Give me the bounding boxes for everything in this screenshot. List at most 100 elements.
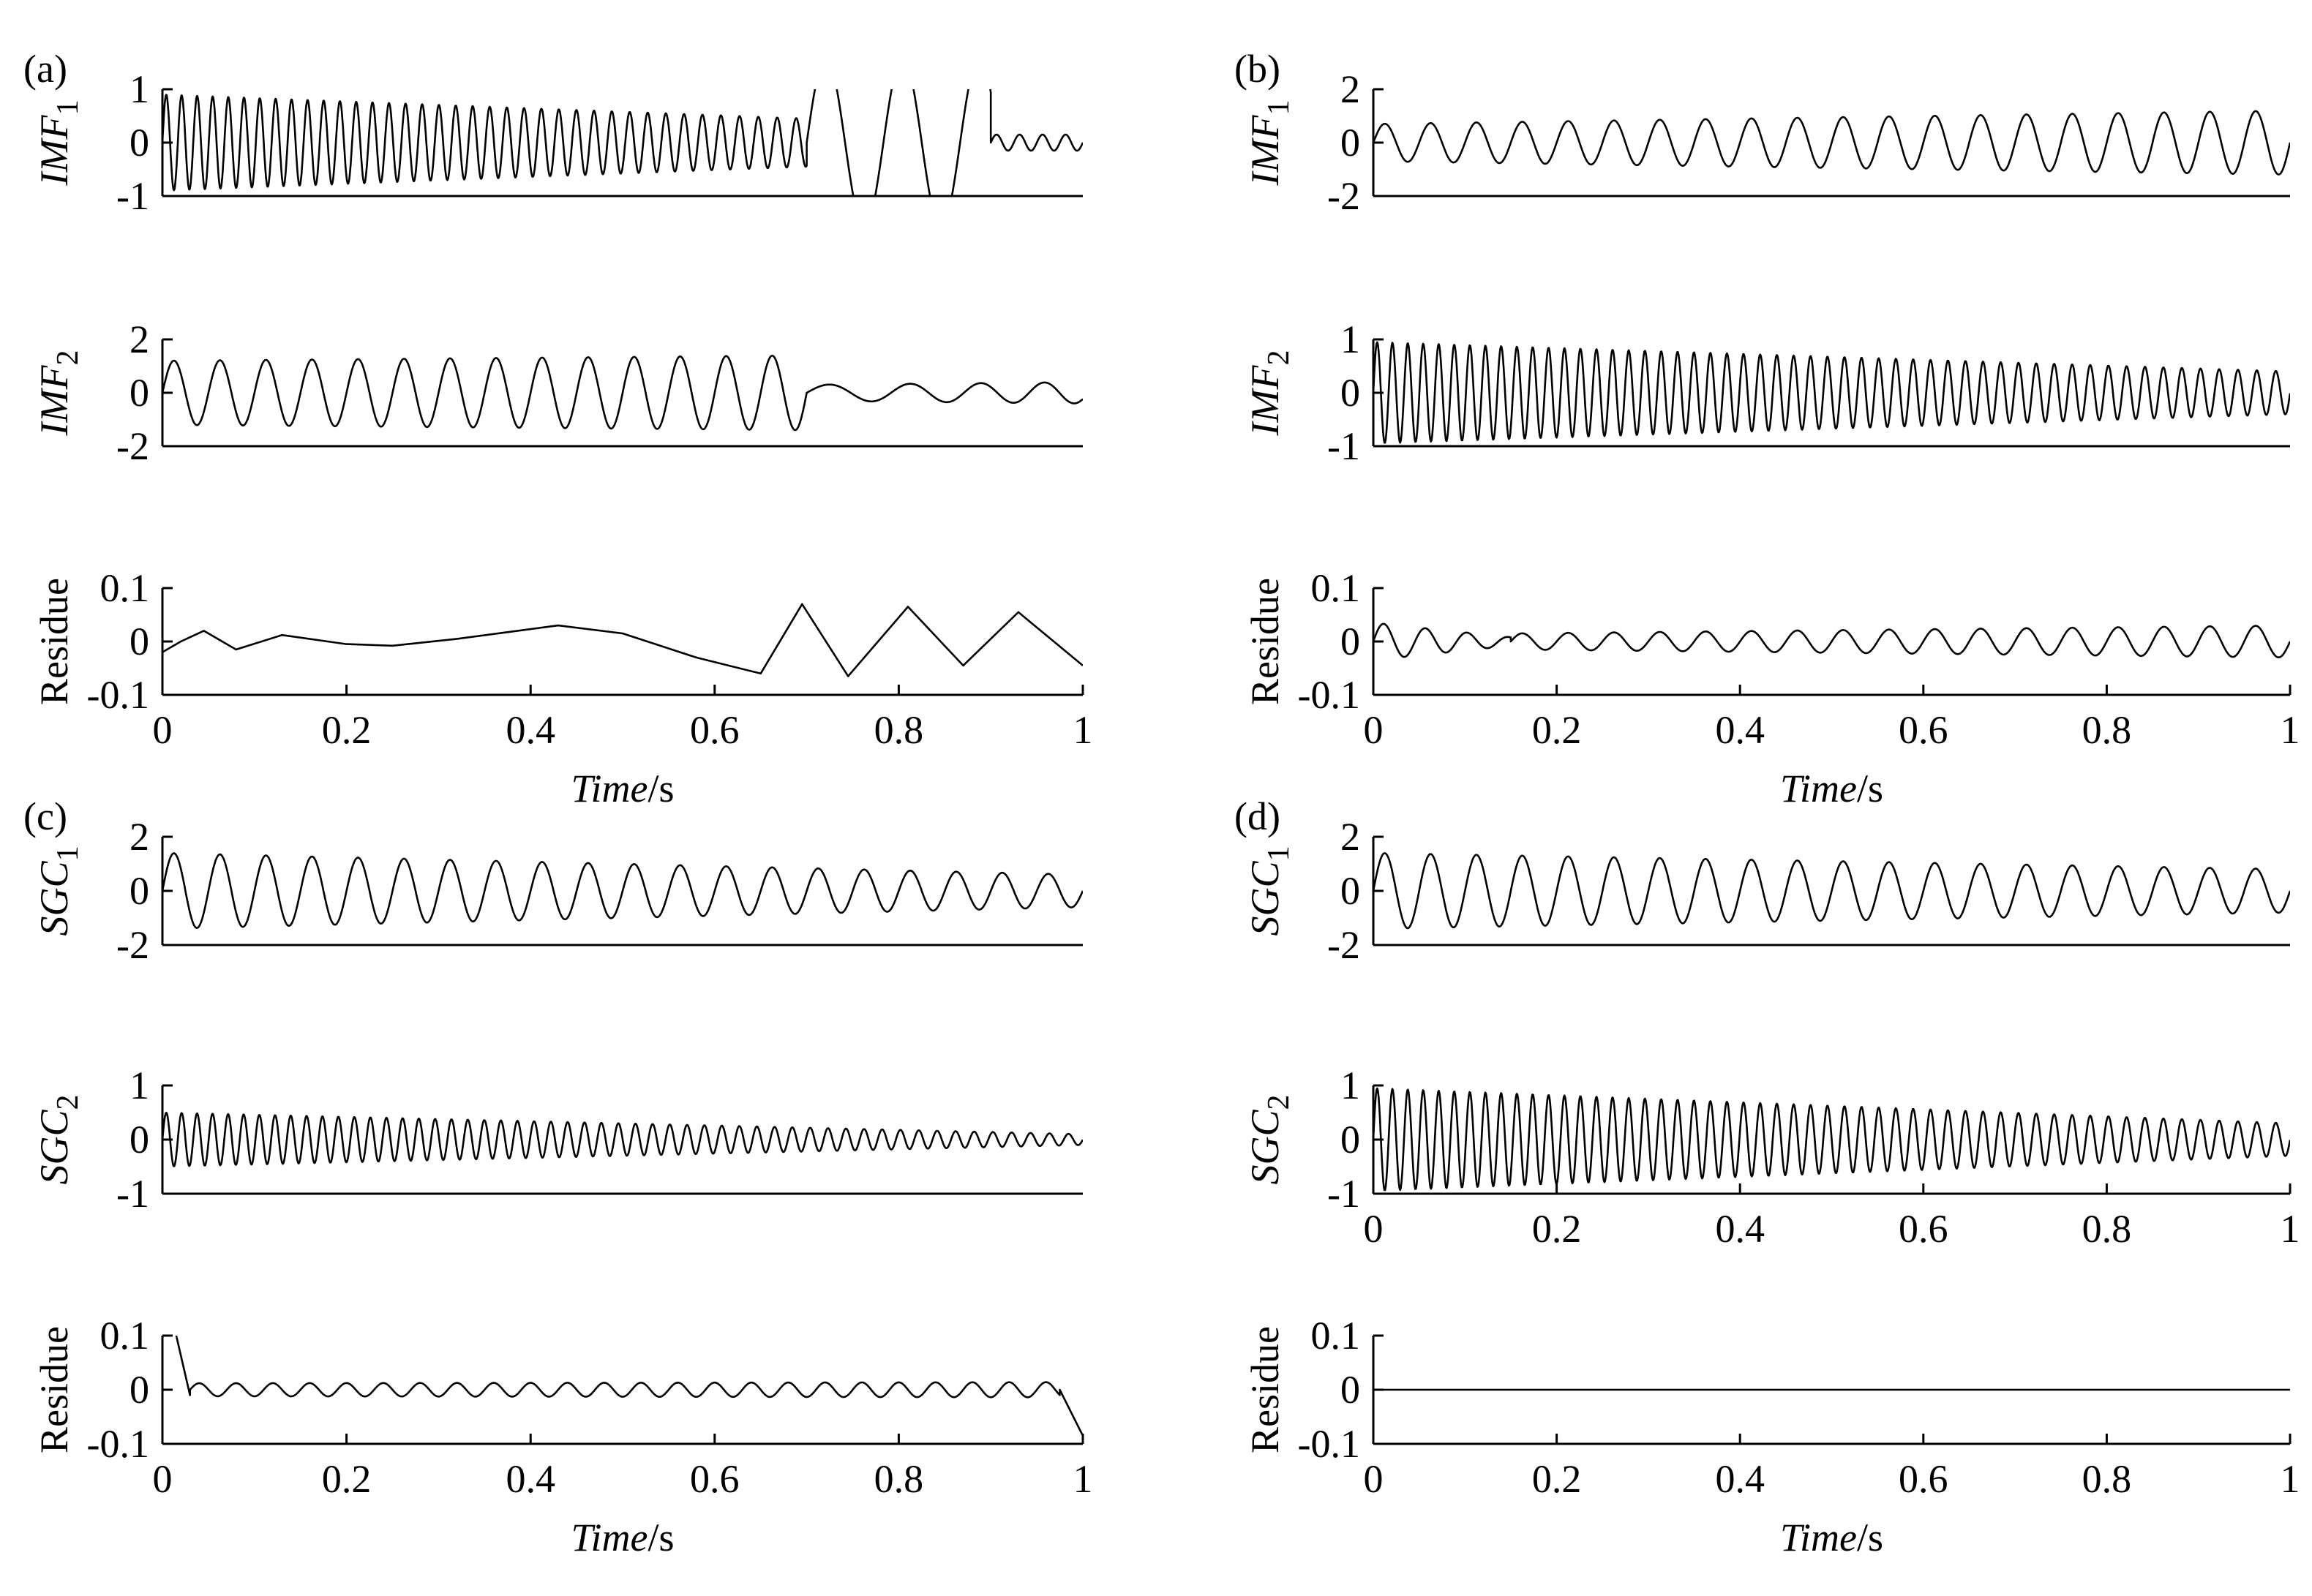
y-tick-label: 0 [130,869,149,913]
y-axis-label-main: SGC [1243,1110,1287,1185]
y-axis-label-main: IMF [32,115,76,187]
series-line-residue [1373,622,2290,658]
panel-label: (c) [23,794,67,838]
series-line-imf2 [162,355,1083,432]
x-axis-label-unit: /s [648,767,675,810]
y-axis-label-main: Residue [1243,1326,1287,1453]
subplot-c-2: 1 0 -1 SGC2 [32,1064,1083,1216]
y-axis-label-subscript: 2 [51,1094,85,1110]
x-tick-label: 0.2 [1532,708,1582,752]
y-tick-label: 1 [130,1064,149,1107]
series-line-sgc2 [1373,1087,2290,1192]
y-axis-label-main: SGC [1243,861,1287,936]
y-axis-label-subscript: 2 [1262,350,1296,366]
y-tick-label: 0 [130,620,149,663]
y-tick-label: 0 [1340,620,1360,663]
y-tick-label: 0 [1340,121,1360,165]
y-axis-label-main: SGC [32,861,76,936]
y-axis-label-subscript: 1 [1262,100,1296,116]
x-tick-label: 1 [1073,1457,1093,1501]
y-tick-label: 0 [1340,371,1360,415]
x-tick-label: 0 [153,708,173,752]
y-axis-label-main: IMF [32,365,76,437]
y-tick-label: 0 [130,121,149,165]
x-tick-label: 0.6 [690,1457,740,1501]
series-line-sgc1 [1373,852,2290,930]
y-axis-label: SGC1 [1243,846,1296,936]
x-axis-label-unit: /s [1857,1516,1883,1559]
y-axis-label: IMF1 [32,100,85,187]
x-axis-label-unit: /s [648,1516,675,1559]
panel-label: (b) [1234,47,1280,91]
x-tick-label: 0.8 [2082,708,2132,752]
y-tick-label: 0 [1340,869,1360,913]
y-tick-label: -1 [116,1172,149,1216]
y-axis-label: IMF2 [32,350,85,437]
y-axis-label-subscript: 1 [1262,846,1296,861]
y-axis-label-main: Residue [32,578,76,705]
x-axis-label: Time/s [571,1516,674,1559]
y-axis-label-subscript: 1 [51,846,85,861]
panel-label: (a) [23,47,67,91]
subplot-b-1: 2 0 -2 IMF1 (b) [1234,47,2290,218]
y-tick-label: -2 [1327,923,1360,967]
x-tick-label: 0.4 [506,708,555,752]
x-tick-label: 0.6 [690,708,740,752]
y-axis-label: IMF2 [1243,350,1296,437]
y-tick-label: 1 [1340,1064,1360,1107]
y-tick-label: -0.1 [87,1422,149,1466]
y-axis-label: Residue [32,1326,76,1453]
x-tick-label: 0 [1364,1457,1384,1501]
y-axis-label: IMF1 [1243,100,1296,187]
y-tick-label: 0.1 [100,566,150,610]
x-tick-label: 0.2 [1532,1207,1582,1251]
series-line-sgc1 [162,852,1083,929]
x-tick-label: 0.8 [2082,1457,2132,1501]
y-tick-label: 2 [1340,815,1360,859]
x-tick-label: 0.4 [1715,1207,1765,1251]
y-axis-label-main: IMF [1243,365,1287,437]
series-line-sgc2 [162,1111,1083,1167]
y-tick-label: 0 [130,1118,149,1162]
x-tick-label: 1 [1073,708,1093,752]
subplot-b-2: 1 0 -1 IMF2 [1243,317,2290,468]
x-tick-label: 1 [2281,708,2300,752]
x-tick-label: 0.2 [1532,1457,1582,1501]
y-axis-label-subscript: 2 [1262,1094,1296,1110]
x-axis-label: Time/s [1780,1516,1883,1559]
series-line-residue [175,1336,1083,1437]
y-tick-label: 0 [1340,1368,1360,1412]
y-tick-label: -1 [116,174,149,218]
x-tick-label: 0.8 [2082,1207,2132,1251]
x-axis-label: Time/s [1780,767,1883,810]
y-tick-label: -2 [1327,174,1360,218]
x-tick-label: 0.2 [322,1457,372,1501]
y-tick-label: -1 [1327,424,1360,468]
panel-label: (d) [1234,794,1280,838]
x-tick-label: 0.6 [1899,1457,1948,1501]
series-line-imf1 [162,89,1083,196]
x-tick-label: 0.6 [1899,708,1948,752]
x-tick-label: 0.4 [1715,708,1765,752]
y-axis-label-main: SGC [32,1110,76,1185]
y-tick-label: -0.1 [87,673,149,717]
x-axis-label-unit: /s [1857,767,1883,810]
y-tick-label: -0.1 [1298,1422,1360,1466]
y-tick-label: 0 [1340,1118,1360,1162]
x-tick-label: 0.4 [1715,1457,1765,1501]
x-tick-label: 1 [2281,1207,2300,1251]
y-tick-label: 1 [1340,317,1360,361]
y-tick-label: 0.1 [1311,566,1361,610]
y-axis-label-main: Residue [32,1326,76,1453]
y-tick-label: -2 [116,923,149,967]
y-axis-label: Residue [32,578,76,705]
y-tick-label: 0 [130,371,149,415]
y-axis-label: Residue [1243,1326,1287,1453]
x-axis-label: Time/s [571,767,674,810]
y-axis-label-main: IMF [1243,115,1287,187]
x-tick-label: 0.8 [874,1457,924,1501]
